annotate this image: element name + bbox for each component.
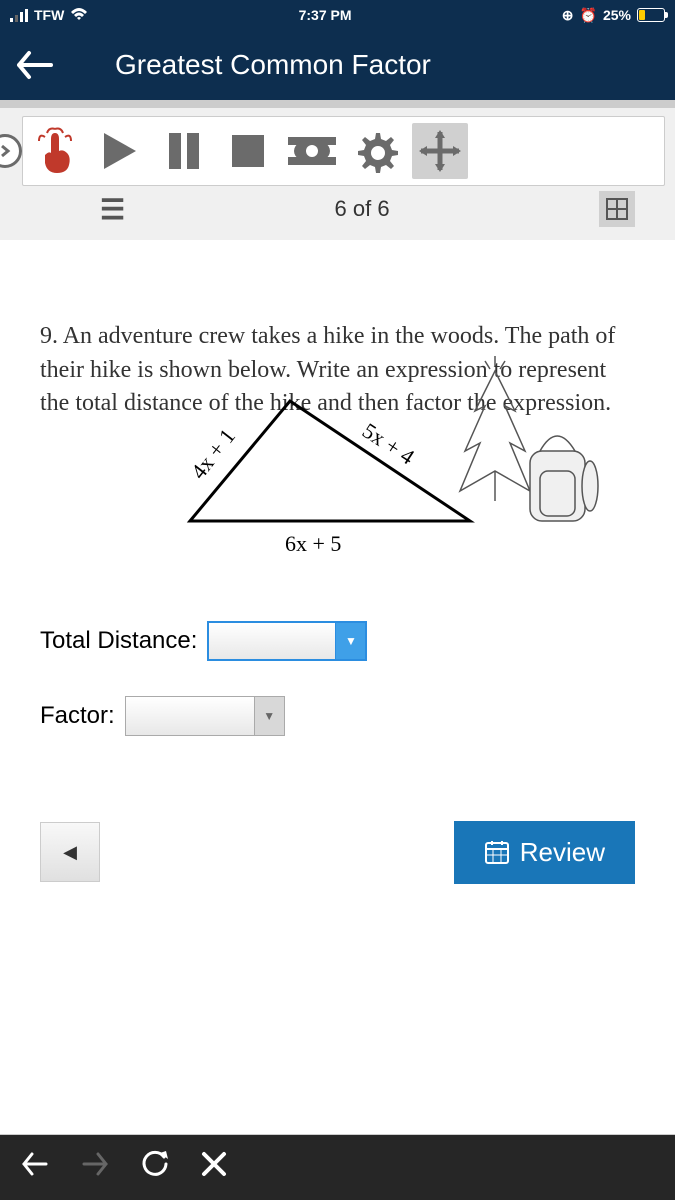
grid-view-icon[interactable] [599, 191, 635, 227]
browser-reload-button[interactable] [140, 1149, 170, 1187]
total-distance-dropdown[interactable]: ▼ [207, 621, 367, 661]
expand-toolbar-button[interactable] [0, 134, 22, 168]
battery-icon [637, 8, 665, 22]
factor-label: Factor: [40, 702, 115, 730]
dropdown-arrow-icon: ▼ [335, 623, 365, 659]
tree-backpack-illustration [445, 351, 605, 551]
signal-icon [10, 9, 28, 22]
menu-icon[interactable]: ☰ [100, 193, 125, 226]
clock: 7:37 PM [299, 7, 352, 23]
triangle-diagram: 4x + 1 5x + 4 6x + 5 [40, 391, 635, 571]
dropdown-arrow-icon: ▼ [254, 697, 284, 735]
stop-button[interactable] [220, 123, 276, 179]
review-label: Review [520, 837, 605, 868]
total-distance-label: Total Distance: [40, 627, 197, 655]
pause-button[interactable] [156, 123, 212, 179]
wifi-icon [70, 8, 88, 22]
factor-dropdown[interactable]: ▼ [125, 696, 285, 736]
play-button[interactable] [92, 123, 148, 179]
app-header: Greatest Common Factor [0, 30, 675, 100]
back-button[interactable] [15, 45, 55, 85]
question-content: 9. An adventure crew takes a hike in the… [0, 240, 675, 591]
progress-indicator: 6 of 6 [125, 196, 599, 222]
settings-gear-icon[interactable] [348, 123, 404, 179]
view-icon[interactable] [284, 123, 340, 179]
battery-percent: 25% [603, 7, 631, 23]
touch-tool[interactable] [28, 123, 84, 179]
carrier-label: TFW [34, 7, 64, 23]
review-button[interactable]: Review [454, 821, 635, 884]
browser-back-button[interactable] [20, 1149, 50, 1187]
page-title: Greatest Common Factor [115, 49, 431, 81]
status-bar: TFW 7:37 PM ⊕ ⏰ 25% [0, 0, 675, 30]
alarm-icon: ⏰ [580, 7, 597, 24]
browser-toolbar [0, 1135, 675, 1200]
previous-button[interactable]: ◀ [40, 822, 100, 882]
browser-forward-button[interactable] [80, 1149, 110, 1187]
triangle-bottom-label: 6x + 5 [285, 531, 341, 557]
calendar-icon [484, 839, 510, 865]
move-tool[interactable] [412, 123, 468, 179]
browser-close-button[interactable] [200, 1150, 228, 1186]
orientation-lock-icon: ⊕ [562, 7, 574, 24]
question-number: 9. [40, 323, 58, 349]
